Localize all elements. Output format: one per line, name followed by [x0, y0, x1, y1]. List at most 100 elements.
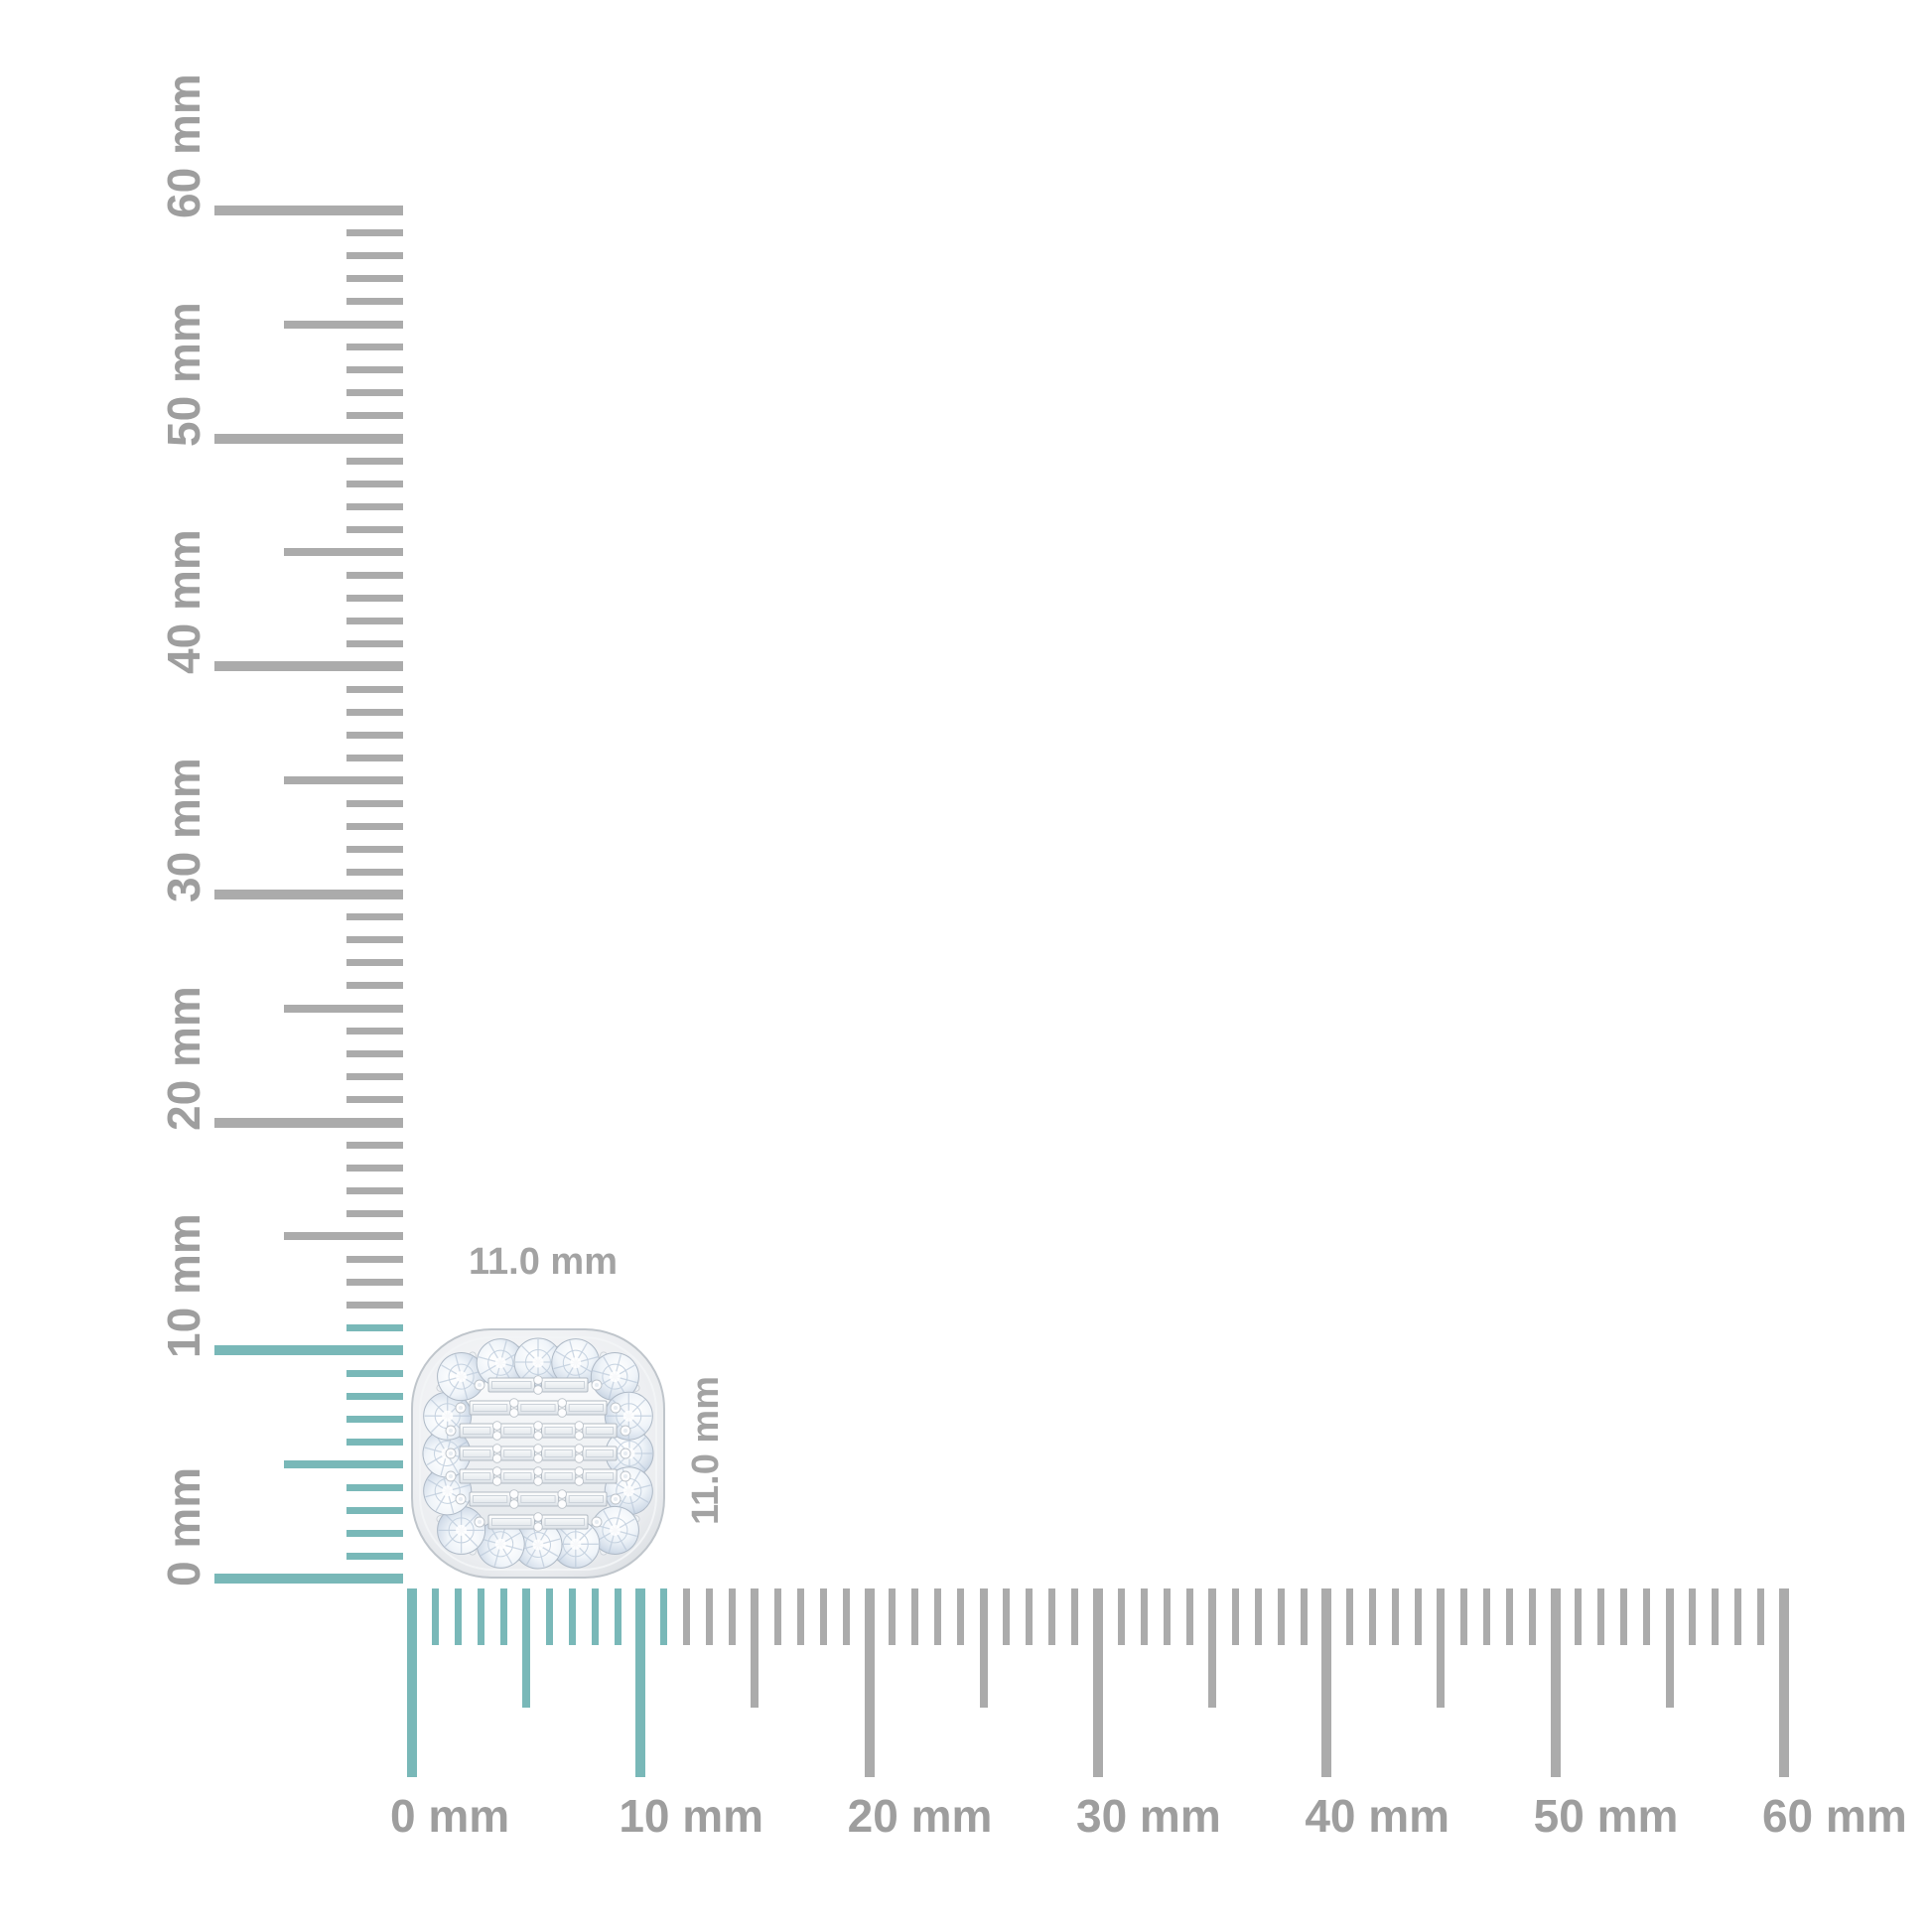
h-ruler-tick — [1391, 1588, 1399, 1645]
h-ruler-tick — [1757, 1588, 1765, 1645]
h-ruler-tick — [705, 1588, 713, 1645]
v-ruler-tick — [346, 1165, 403, 1173]
h-ruler-tick — [1665, 1588, 1674, 1708]
v-ruler-tick — [346, 229, 403, 237]
h-ruler-tick — [820, 1588, 828, 1645]
h-ruler-tick — [864, 1588, 875, 1777]
v-ruler-tick — [346, 1073, 403, 1081]
v-ruler-tick — [284, 776, 403, 785]
h-ruler-tick — [1277, 1588, 1285, 1645]
h-ruler-label: 60 mm — [1761, 1790, 1907, 1842]
h-ruler-tick — [1734, 1588, 1742, 1645]
h-ruler-label: 10 mm — [619, 1790, 764, 1842]
h-ruler-tick — [1071, 1588, 1079, 1645]
v-ruler-tick — [346, 731, 403, 739]
v-ruler-tick — [346, 822, 403, 830]
v-ruler-tick — [346, 1415, 403, 1423]
v-ruler-tick — [346, 1187, 403, 1195]
v-ruler-tick — [284, 1232, 403, 1241]
h-ruler-tick — [1506, 1588, 1514, 1645]
v-ruler-tick — [214, 1345, 403, 1356]
h-ruler-tick — [591, 1588, 599, 1645]
v-ruler-tick — [346, 458, 403, 466]
h-ruler-tick — [659, 1588, 667, 1645]
v-ruler-label: 50 mm — [158, 301, 209, 447]
v-ruler-tick — [346, 1483, 403, 1491]
h-ruler-tick — [1208, 1588, 1217, 1708]
h-ruler-tick — [1483, 1588, 1491, 1645]
h-ruler-label: 0 mm — [390, 1790, 510, 1842]
h-ruler-tick — [1026, 1588, 1034, 1645]
h-ruler-label: 20 mm — [847, 1790, 993, 1842]
h-ruler-tick — [774, 1588, 782, 1645]
h-ruler-tick — [1414, 1588, 1422, 1645]
v-ruler-tick — [346, 1050, 403, 1058]
v-ruler-tick — [346, 754, 403, 761]
h-ruler-tick — [1460, 1588, 1468, 1645]
v-ruler-tick — [284, 1460, 403, 1469]
v-ruler-tick — [346, 708, 403, 716]
v-ruler-tick — [346, 526, 403, 534]
h-ruler-tick — [1117, 1588, 1125, 1645]
h-ruler-tick — [454, 1588, 462, 1645]
h-ruler-tick — [1620, 1588, 1628, 1645]
v-ruler-tick — [284, 1004, 403, 1013]
h-ruler-tick — [1185, 1588, 1193, 1645]
v-ruler-tick — [346, 412, 403, 420]
h-ruler-tick — [635, 1588, 646, 1777]
v-ruler-tick — [346, 1210, 403, 1218]
v-ruler-tick — [346, 389, 403, 397]
h-ruler-tick — [1048, 1588, 1056, 1645]
h-ruler-tick — [1163, 1588, 1171, 1645]
h-ruler-tick — [614, 1588, 621, 1645]
v-ruler-tick — [346, 1278, 403, 1286]
h-ruler-tick — [499, 1588, 507, 1645]
v-ruler-tick — [346, 1529, 403, 1537]
v-ruler-label: 0 mm — [158, 1466, 209, 1587]
h-ruler-tick — [728, 1588, 736, 1645]
v-ruler-tick — [346, 1369, 403, 1377]
v-ruler-tick — [346, 1438, 403, 1446]
h-ruler-label: 50 mm — [1533, 1790, 1679, 1842]
h-ruler-tick — [889, 1588, 897, 1645]
v-ruler-tick — [346, 1028, 403, 1035]
h-ruler-tick — [1092, 1588, 1103, 1777]
h-ruler-tick — [957, 1588, 965, 1645]
v-ruler-tick — [346, 298, 403, 306]
v-ruler-label: 30 mm — [158, 758, 209, 902]
v-ruler-tick — [346, 685, 403, 693]
v-ruler-tick — [346, 639, 403, 647]
h-ruler-tick — [1643, 1588, 1651, 1645]
v-ruler-tick — [346, 913, 403, 921]
v-ruler-tick — [346, 594, 403, 602]
v-ruler-tick — [214, 1117, 403, 1128]
v-ruler-label: 40 mm — [158, 529, 209, 675]
v-ruler-label: 20 mm — [158, 985, 209, 1131]
h-ruler-tick — [1550, 1588, 1561, 1777]
v-ruler-tick — [346, 1255, 403, 1263]
h-ruler-tick — [751, 1588, 759, 1708]
v-ruler-tick — [214, 205, 403, 215]
v-ruler-tick — [214, 889, 403, 899]
v-ruler-tick — [284, 548, 403, 557]
v-ruler-tick — [346, 845, 403, 853]
h-ruler-tick — [1597, 1588, 1605, 1645]
h-ruler-tick — [1140, 1588, 1148, 1645]
v-ruler-tick — [346, 982, 403, 990]
v-ruler-tick — [346, 366, 403, 374]
h-ruler-tick — [1003, 1588, 1011, 1645]
h-ruler-tick — [911, 1588, 919, 1645]
v-ruler-tick — [346, 275, 403, 283]
v-ruler-tick — [346, 617, 403, 624]
v-ruler-tick — [346, 344, 403, 351]
h-ruler-tick — [1689, 1588, 1697, 1645]
v-ruler-label: 10 mm — [158, 1213, 209, 1359]
v-ruler-tick — [346, 1301, 403, 1309]
v-ruler-tick — [214, 661, 403, 672]
h-ruler-tick — [1778, 1588, 1789, 1777]
h-ruler-tick — [682, 1588, 690, 1645]
h-ruler-tick — [545, 1588, 553, 1645]
h-ruler-tick — [407, 1588, 417, 1777]
h-ruler-tick — [843, 1588, 851, 1645]
